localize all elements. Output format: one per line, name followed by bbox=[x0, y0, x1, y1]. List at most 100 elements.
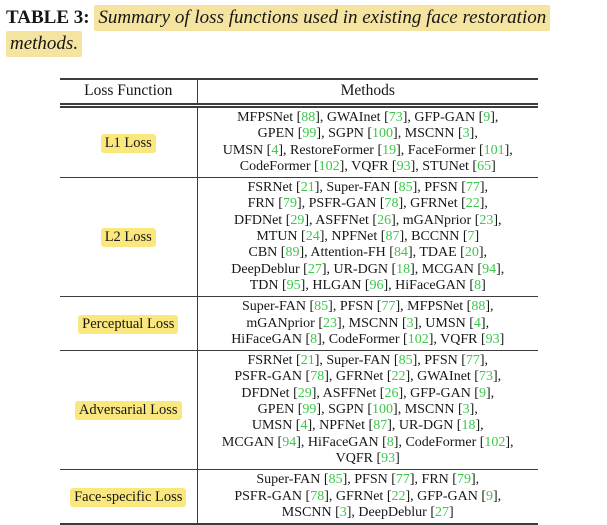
citation-ref[interactable]: 29 bbox=[297, 385, 312, 401]
citation-ref[interactable]: 7 bbox=[467, 229, 475, 245]
citation-ref[interactable]: 8 bbox=[474, 277, 482, 293]
citation-ref[interactable]: 77 bbox=[465, 353, 480, 369]
citation-ref[interactable]: 22 bbox=[465, 196, 480, 212]
citation-ref[interactable]: 79 bbox=[282, 196, 297, 212]
citation-ref[interactable]: 85 bbox=[398, 180, 413, 196]
citation-ref[interactable]: 9 bbox=[478, 385, 486, 401]
methods-cell: Super-FAN [85], PFSN [77], FRN [79], PSFR… bbox=[197, 469, 538, 525]
methods-line: MTUN [24], NPFNet [87], BCCNN [7] bbox=[256, 229, 480, 245]
citation-ref[interactable]: 88 bbox=[301, 110, 316, 125]
citation-ref[interactable]: 77 bbox=[465, 180, 480, 196]
citation-ref[interactable]: 21 bbox=[300, 180, 315, 196]
citation-ref[interactable]: 100 bbox=[372, 126, 394, 142]
citation-ref[interactable]: 85 bbox=[328, 472, 343, 488]
citation-ref[interactable]: 93 bbox=[485, 331, 500, 347]
methods-line: MSCNN [3], DeepDeblur [27] bbox=[281, 504, 454, 520]
methods-line: MFPSNet [88], GWAInet [73], GFP-GAN [9], bbox=[237, 110, 499, 125]
citation-ref[interactable]: 89 bbox=[285, 245, 300, 261]
methods-line: DFDNet [29], ASFFNet [26], mGANprior [23… bbox=[233, 212, 502, 228]
citation-ref[interactable]: 85 bbox=[314, 299, 329, 315]
citation-ref[interactable]: 3 bbox=[462, 126, 470, 142]
citation-ref[interactable]: 8 bbox=[386, 434, 394, 450]
citation-ref[interactable]: 100 bbox=[372, 402, 394, 418]
citation-ref[interactable]: 19 bbox=[382, 142, 397, 158]
methods-line: DFDNet [29], ASFFNet [26], GFP-GAN [9], bbox=[241, 385, 495, 401]
citation-ref[interactable]: 94 bbox=[482, 261, 497, 277]
citation-ref[interactable]: 101 bbox=[483, 142, 505, 158]
citation-ref[interactable]: 18 bbox=[396, 261, 411, 277]
citation-ref[interactable]: 99 bbox=[302, 126, 317, 142]
citation-ref[interactable]: 84 bbox=[393, 245, 408, 261]
citation-ref[interactable]: 102 bbox=[484, 434, 506, 450]
citation-ref[interactable]: 29 bbox=[290, 212, 305, 228]
citation-ref[interactable]: 96 bbox=[369, 277, 384, 293]
methods-line: FRN [79], PSFR-GAN [78], GFRNet [22], bbox=[247, 196, 488, 212]
citation-ref[interactable]: 87 bbox=[373, 418, 388, 434]
citation-ref[interactable]: 20 bbox=[464, 245, 479, 261]
citation-ref[interactable]: 4 bbox=[271, 142, 279, 158]
loss-function-cell: Face-specific Loss bbox=[60, 469, 198, 525]
citation-ref[interactable]: 78 bbox=[310, 488, 325, 504]
methods-line: Super-FAN [85], PFSN [77], FRN [79], bbox=[256, 472, 480, 488]
citation-ref[interactable]: 88 bbox=[471, 299, 486, 315]
citation-ref[interactable]: 78 bbox=[310, 369, 325, 385]
citation-ref[interactable]: 93 bbox=[396, 158, 411, 174]
citation-ref[interactable]: 77 bbox=[381, 299, 396, 315]
citation-ref[interactable]: 99 bbox=[302, 402, 317, 418]
citation-ref[interactable]: 73 bbox=[388, 110, 403, 125]
citation-ref[interactable]: 78 bbox=[384, 196, 399, 212]
citation-ref[interactable]: 85 bbox=[398, 353, 413, 369]
citation-ref[interactable]: 22 bbox=[391, 488, 406, 504]
methods-line: HiFaceGAN [8], CodeFormer [102], VQFR [9… bbox=[231, 331, 505, 347]
citation-ref[interactable]: 102 bbox=[318, 158, 340, 174]
citation-ref[interactable]: 4 bbox=[300, 418, 308, 434]
table-caption: TABLE 3: Summary of loss functions used … bbox=[0, 0, 601, 57]
citation-ref[interactable]: 23 bbox=[323, 315, 338, 331]
methods-line: UMSN [4], RestoreFormer [19], FaceFormer… bbox=[222, 142, 513, 158]
methods-line: GPEN [99], SGPN [100], MSCNN [3], bbox=[257, 402, 478, 418]
citation-ref[interactable]: 22 bbox=[391, 369, 406, 385]
citation-ref[interactable]: 93 bbox=[381, 450, 396, 466]
citation-ref[interactable]: 9 bbox=[483, 110, 491, 125]
citation-ref[interactable]: 8 bbox=[310, 331, 318, 347]
methods-line: CBN [89], Attention-FH [84], TDAE [20], bbox=[248, 245, 488, 261]
citation-ref[interactable]: 21 bbox=[300, 353, 315, 369]
methods-cell: Super-FAN [85], PFSN [77], MFPSNet [88],… bbox=[197, 296, 538, 351]
citation-ref[interactable]: 73 bbox=[478, 369, 493, 385]
citation-ref[interactable]: 3 bbox=[339, 504, 347, 520]
citation-ref[interactable]: 3 bbox=[462, 402, 470, 418]
citation-ref[interactable]: 9 bbox=[485, 488, 493, 504]
methods-line: DeepDeblur [27], UR-DGN [18], MCGAN [94]… bbox=[231, 261, 505, 277]
citation-ref[interactable]: 24 bbox=[305, 229, 320, 245]
citation-ref[interactable]: 27 bbox=[435, 504, 450, 520]
methods-line: PSFR-GAN [78], GFRNet [22], GWAInet [73]… bbox=[234, 369, 502, 385]
loss-function-label: Face-specific Loss bbox=[70, 487, 187, 507]
citation-ref[interactable]: 87 bbox=[385, 229, 400, 245]
table-row: Face-specific Loss Super-FAN [85], PFSN [… bbox=[60, 469, 538, 525]
citation-ref[interactable]: 26 bbox=[377, 212, 392, 228]
methods-line: MCGAN [94], HiFaceGAN [8], CodeFormer [1… bbox=[221, 434, 514, 450]
citation-ref[interactable]: 23 bbox=[479, 212, 494, 228]
citation-ref[interactable]: 3 bbox=[406, 315, 414, 331]
loss-function-cell: Adversarial Loss bbox=[60, 350, 198, 470]
citation-ref[interactable]: 102 bbox=[407, 331, 429, 347]
citation-ref[interactable]: 18 bbox=[461, 418, 476, 434]
citation-ref[interactable]: 95 bbox=[286, 277, 301, 293]
loss-function-label: L1 Loss bbox=[100, 133, 156, 153]
methods-line: GPEN [99], SGPN [100], MSCNN [3], bbox=[257, 126, 478, 142]
loss-function-cell: Perceptual Loss bbox=[60, 296, 198, 351]
col-header-methods: Methods bbox=[197, 79, 538, 108]
methods-line: mGANprior [23], MSCNN [3], UMSN [4], bbox=[246, 315, 490, 331]
citation-ref[interactable]: 94 bbox=[282, 434, 297, 450]
methods-cell: MFPSNet [88], GWAInet [73], GFP-GAN [9],… bbox=[197, 104, 538, 178]
citation-ref[interactable]: 77 bbox=[395, 472, 410, 488]
citation-ref[interactable]: 27 bbox=[307, 261, 322, 277]
methods-line: FSRNet [21], Super-FAN [85], PFSN [77], bbox=[247, 353, 489, 369]
citation-ref[interactable]: 26 bbox=[384, 385, 399, 401]
loss-function-cell: L2 Loss bbox=[60, 177, 198, 297]
loss-function-cell: L1 Loss bbox=[60, 104, 198, 178]
citation-ref[interactable]: 79 bbox=[456, 472, 471, 488]
loss-functions-table: Loss Function Methods L1 Loss MFPSNet [88… bbox=[60, 78, 538, 525]
citation-ref[interactable]: 65 bbox=[477, 158, 492, 174]
citation-ref[interactable]: 4 bbox=[473, 315, 481, 331]
